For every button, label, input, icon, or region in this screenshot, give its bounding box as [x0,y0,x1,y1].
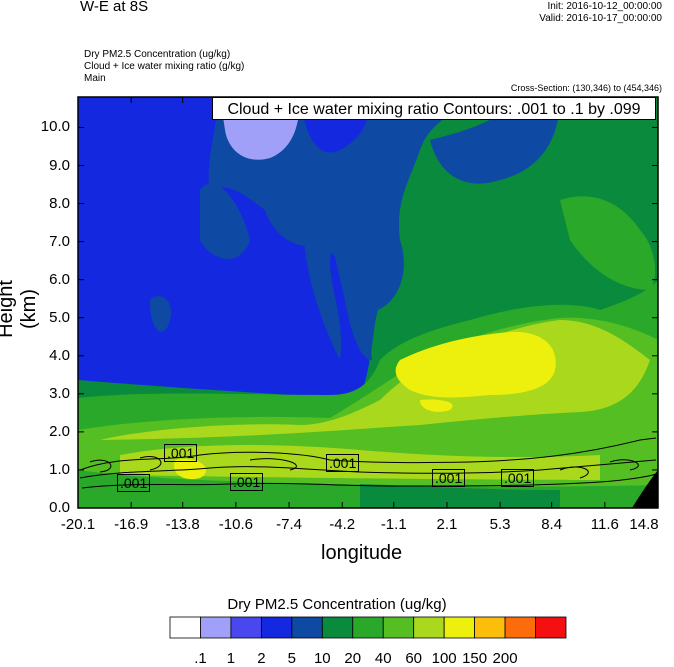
variable-label-cloud: Cloud + Ice water mixing ratio (g/kg) [84,61,245,72]
colorbar-label: .1 [194,650,207,667]
x-tick-label: 8.4 [541,516,563,533]
y-tick-label: 3.0 [49,384,70,402]
field-surface-10-20 [360,484,560,508]
x-tick-label: -20.1 [60,516,96,533]
field-60-100-low [120,445,600,480]
colorbar-title: Dry PM2.5 Concentration (ug/kg) [227,596,447,613]
colorbar-label: 200 [492,650,518,667]
x-tick-label: -13.8 [165,516,200,533]
colorbar-label: 20 [344,650,362,667]
x-axis-label: longitude [321,542,403,564]
colorbar-swatch [443,616,476,639]
colorbar-swatch [321,616,354,639]
colorbar-label: 5 [287,650,297,667]
x-tick-label: 11.6 [590,516,619,533]
plot-area [78,97,658,508]
contour-tag: .001 [164,444,198,462]
terrain-mask [632,470,658,508]
contour-line-a [79,437,657,471]
streak-5-10-mid [330,219,372,360]
streak-5-10-c [150,296,171,332]
y-tick-label: 0.0 [49,499,70,516]
y-tick-label: 8.0 [49,194,70,212]
variable-label-pm25: Dry PM2.5 Concentration (ug/kg) [84,49,231,60]
streak-5-10-a [200,183,250,259]
y-tick-label: 5.0 [49,308,70,326]
x-tick-label: -7.4 [276,516,302,533]
colorbar [169,616,567,639]
colorbar-swatch [504,616,536,639]
field-100-150-b [420,399,453,412]
colorbar-label: 100 [431,650,457,667]
contour-tag: .001 [501,469,535,487]
contour-tag: .001 [117,474,151,492]
contour-info-box: Cloud + Ice water mixing ratio Contours:… [212,97,656,120]
colorbar-swatch [352,616,384,639]
valid-time: Valid: 2016-10-17_00:00:00 [539,13,662,24]
y-tick-label: 1.0 [49,460,70,478]
colorbar-swatch [260,616,293,639]
y-tick-label: 7.0 [49,232,70,250]
colorbar-swatch [230,616,262,639]
x-tick-label: -4.2 [329,516,356,533]
x-tick-label: 2.1 [436,516,458,533]
x-tick-label: -1.1 [380,516,407,533]
chart-title: W-E at 8S [80,0,149,15]
x-tick-label: 5.3 [489,516,511,533]
streak-5-10-b [300,198,342,360]
y-tick-label: 4.0 [49,346,70,364]
init-time: Init: 2016-10-12_00:00:00 [547,1,662,12]
variable-label-main: Main [84,73,106,84]
colorbar-label: 40 [374,650,392,667]
colorbar-label: 60 [405,650,423,667]
colorbar-swatch [169,616,201,639]
y-tick-label: 2.0 [49,422,70,440]
contour-tag: .001 [326,454,360,472]
colorbar-swatch [535,616,567,639]
colorbar-swatch [413,616,445,639]
y-tick-label: 10.0 [40,118,70,136]
colorbar-label: 150 [462,650,488,667]
field-100-150 [395,331,556,398]
colorbar-swatch [200,616,232,639]
field-20-40-upper [560,196,656,290]
x-tick-label: 14.8 [629,516,659,533]
y-tick-label: 9.0 [49,156,70,174]
contour-tag: .001 [230,473,264,491]
colorbar-swatch [474,616,506,639]
contour-tag: .001 [432,469,466,487]
cross-section-label: Cross-Section: (130,346) to (454,346) [510,83,662,93]
contour-line-c [81,473,657,489]
x-tick-label: -10.6 [218,516,253,533]
colorbar-label: 2 [257,650,266,667]
colorbar-swatch [382,616,415,639]
contour-line-d [89,456,639,479]
x-tick-label: -16.9 [114,516,149,533]
colorbar-swatch [291,616,323,639]
colorbar-label: 10 [313,650,331,667]
colorbar-label: 1 [226,650,236,667]
y-tick-label: 6.0 [49,270,70,288]
